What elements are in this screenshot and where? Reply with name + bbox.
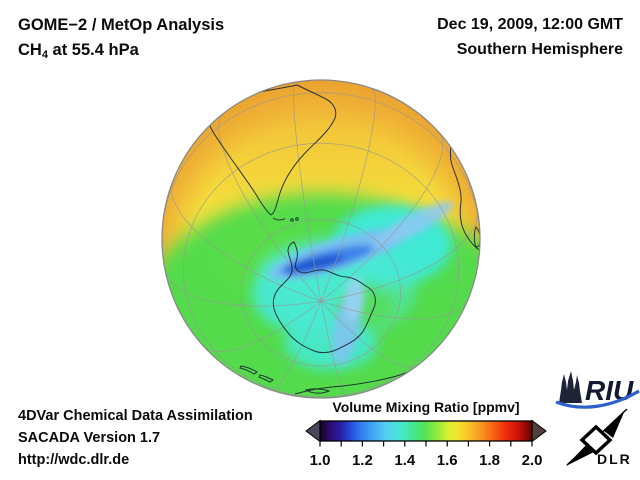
dlr-logo: DLR	[566, 408, 632, 467]
species-subscript: 4	[41, 49, 48, 61]
url-label: http://wdc.dlr.de	[18, 452, 130, 468]
dlr-wordmark: DLR	[597, 451, 632, 467]
pressure-level: at 55.4 hPa	[47, 41, 139, 59]
product-title: GOME−2 / MetOp Analysis	[18, 16, 225, 34]
colorbar-right-arrow	[531, 419, 547, 443]
colorbar-tick-label: 1.0	[309, 452, 331, 469]
colorbar	[305, 419, 547, 447]
tierra-del-fuego-outline	[272, 217, 286, 221]
riu-swoosh	[555, 389, 640, 409]
colorbar-tick-label: 2.0	[521, 452, 543, 469]
antarctica-outline	[272, 241, 376, 353]
assimilation-label: 4DVar Chemical Data Assimilation	[18, 408, 253, 424]
new-zealand-south-island	[239, 365, 258, 375]
species-symbol: CH	[18, 41, 42, 59]
globe-limb	[161, 79, 481, 399]
colorbar-gradient	[320, 421, 532, 441]
dlr-lower-wing	[566, 443, 594, 466]
date-label: Dec 19, 2009, 12:00 GMT	[437, 16, 623, 33]
colorbar-tick-label: 1.4	[394, 452, 416, 469]
new-zealand-north-island	[258, 374, 274, 383]
colorbar-tick-label: 1.6	[436, 452, 458, 469]
falkland-islands	[295, 217, 299, 221]
version-label: SACADA Version 1.7	[18, 430, 161, 446]
hemisphere-label: Southern Hemisphere	[456, 41, 623, 58]
cathedral-icon	[559, 371, 582, 403]
colorbar-tick-label: 1.8	[479, 452, 501, 469]
riu-logo: RIU	[555, 371, 640, 409]
tasmania-outline	[304, 388, 331, 394]
riu-wordmark: RIU	[585, 375, 634, 406]
graticule	[162, 81, 480, 398]
footer-credits: 4DVar Chemical Data Assimilation SACADA …	[18, 405, 253, 471]
colorbar-tick-label: 1.2	[351, 452, 373, 469]
colorbar-left-arrow	[305, 419, 321, 443]
dlr-upper-wing	[604, 410, 625, 438]
colorbar-ticks	[319, 441, 533, 447]
species-level-label: CH4 at 55.4 hPa	[18, 41, 139, 61]
falkland-islands	[290, 218, 294, 222]
colorbar-title: Volume Mixing Ratio [ppmv]	[332, 399, 520, 415]
